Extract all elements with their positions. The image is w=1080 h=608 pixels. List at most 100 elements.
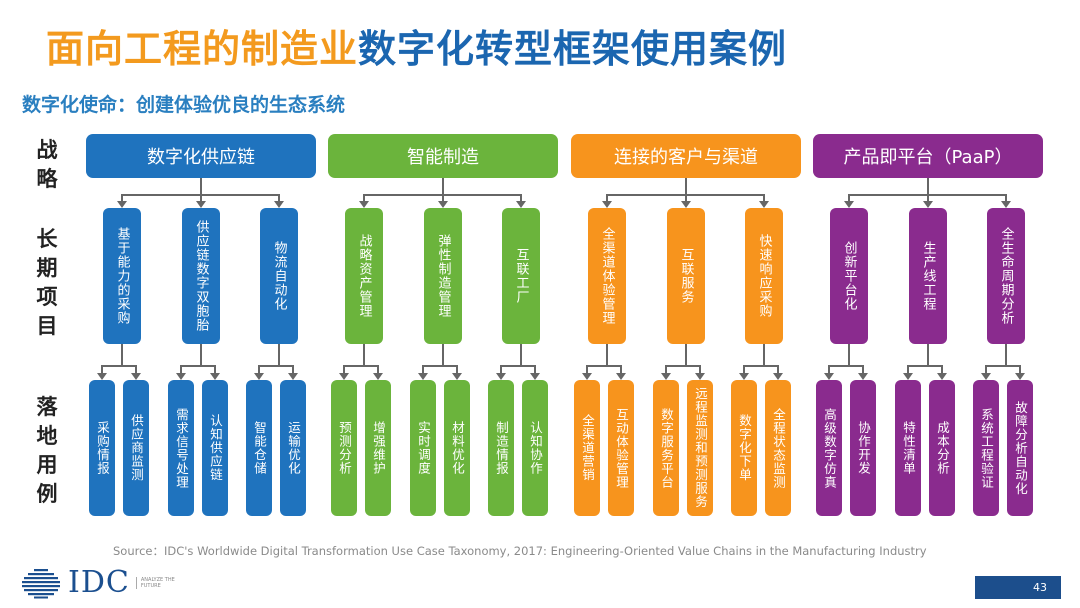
project-box: 供应链数字双胞胎 <box>182 208 220 344</box>
strategy-box: 智能制造 <box>328 134 558 178</box>
arrow-head <box>288 373 298 380</box>
connector-line <box>862 365 864 378</box>
source-note: Source：IDC's Worldwide Digital Transform… <box>113 544 927 558</box>
connector-line <box>907 365 943 367</box>
use-case-box: 实时调度 <box>410 380 436 516</box>
arrow-head <box>210 373 220 380</box>
arrow-head <box>937 373 947 380</box>
logo-tagline: ANALYZE THE FUTURE <box>135 576 177 589</box>
connector-line <box>422 365 424 378</box>
use-case-box: 特性清单 <box>895 380 921 516</box>
use-case-box: 全渠道营销 <box>574 380 600 516</box>
connector-line <box>685 194 687 206</box>
arrow-head <box>131 373 141 380</box>
connector-line <box>343 365 345 378</box>
connector-line <box>1005 194 1007 206</box>
arrow-head <box>661 373 671 380</box>
connector-line <box>180 365 182 378</box>
title-part-1: 面向工程的制造业 <box>46 27 359 71</box>
project-box: 物流自动化 <box>260 208 298 344</box>
arrow-head <box>824 373 834 380</box>
use-case-box: 预测分析 <box>331 380 357 516</box>
logo-text: IDC <box>68 565 130 600</box>
use-case-box: 智能仓储 <box>246 380 272 516</box>
connector-line <box>685 178 687 194</box>
connector-line <box>665 365 701 367</box>
connector-line <box>200 344 202 365</box>
connector-line <box>985 365 987 378</box>
project-box: 战略资产管理 <box>345 208 383 344</box>
connector-line <box>586 365 622 367</box>
connector-line <box>214 365 216 378</box>
connector-line <box>606 194 608 206</box>
use-case-box: 全程状态监测 <box>765 380 791 516</box>
connector-line <box>586 365 588 378</box>
arrow-head <box>981 373 991 380</box>
arrow-head <box>602 201 612 208</box>
connector-line <box>743 365 779 367</box>
connector-line <box>743 365 745 378</box>
arrow-head <box>339 373 349 380</box>
connector-line <box>985 365 1021 367</box>
arrow-head <box>418 373 428 380</box>
use-case-box: 远程监测和预测服务 <box>687 380 713 516</box>
arrow-head <box>582 373 592 380</box>
arrow-head <box>739 373 749 380</box>
connector-line <box>200 178 202 194</box>
use-case-box: 认知协作 <box>522 380 548 516</box>
strategy-box: 连接的客户与渠道 <box>571 134 801 178</box>
connector-line <box>1005 344 1007 365</box>
arrow-head <box>530 373 540 380</box>
arrow-head <box>496 373 506 380</box>
connector-line <box>500 365 502 378</box>
use-case-box: 运输优化 <box>280 380 306 516</box>
strategy-box: 数字化供应链 <box>86 134 316 178</box>
connector-line <box>907 365 909 378</box>
connector-line <box>456 365 458 378</box>
arrow-head <box>117 201 127 208</box>
connector-line <box>763 344 765 365</box>
connector-line <box>292 365 294 378</box>
use-case-box: 协作开发 <box>850 380 876 516</box>
connector-line <box>777 365 779 378</box>
arrow-head <box>196 201 206 208</box>
connector-line <box>699 365 701 378</box>
use-case-box: 系统工程验证 <box>973 380 999 516</box>
arrow-head <box>373 373 383 380</box>
connector-line <box>927 178 929 194</box>
connector-line <box>180 365 216 367</box>
row-label-long-term: 长期项目 <box>36 227 58 338</box>
connector-line <box>442 194 444 206</box>
connector-line <box>520 344 522 365</box>
arrow-head <box>254 373 264 380</box>
connector-line <box>258 365 260 378</box>
project-box: 互联工厂 <box>502 208 540 344</box>
arrow-head <box>773 373 783 380</box>
connector-line <box>620 365 622 378</box>
connector-line <box>363 344 365 365</box>
use-case-box: 采购情报 <box>89 380 115 516</box>
use-case-box: 供应商监测 <box>123 380 149 516</box>
connector-line <box>927 344 929 365</box>
connector-line <box>278 344 280 365</box>
project-box: 基于能力的采购 <box>103 208 141 344</box>
project-box: 全生命周期分析 <box>987 208 1025 344</box>
title-part-2: 数字化转型框架使用案例 <box>358 27 788 71</box>
strategy-box: 产品即平台（PaaP） <box>813 134 1043 178</box>
project-box: 互联服务 <box>667 208 705 344</box>
connector-line <box>442 178 444 194</box>
globe-icon <box>22 568 60 598</box>
connector-line <box>848 344 850 365</box>
connector-line <box>828 365 830 378</box>
arrow-head <box>176 373 186 380</box>
connector-line <box>763 194 765 206</box>
project-box: 创新平台化 <box>830 208 868 344</box>
arrow-head <box>452 373 462 380</box>
connector-line <box>121 344 123 365</box>
use-case-box: 数字服务平台 <box>653 380 679 516</box>
connector-line <box>200 194 202 206</box>
connector-line <box>685 344 687 365</box>
arrow-head <box>858 373 868 380</box>
arrow-head <box>681 201 691 208</box>
arrow-head <box>923 201 933 208</box>
